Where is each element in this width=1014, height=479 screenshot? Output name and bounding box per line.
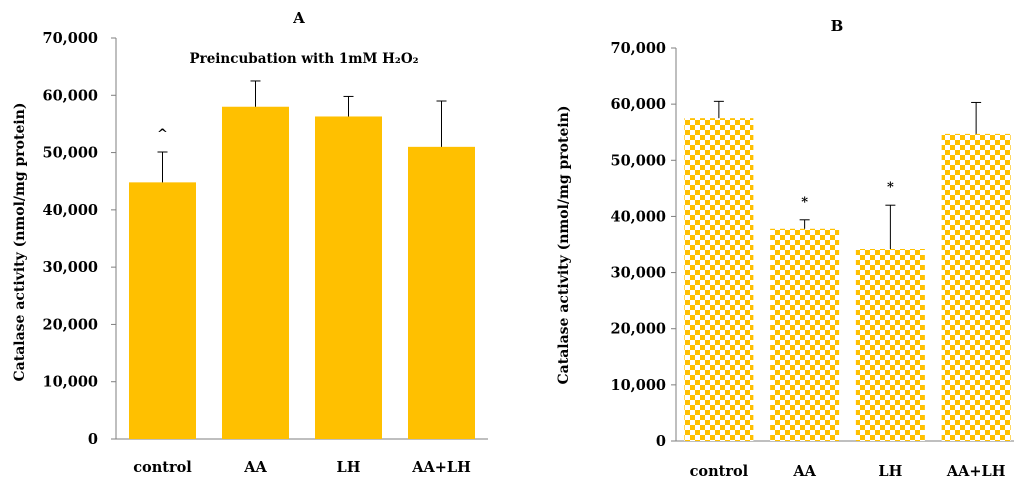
panel-b-y-axis-title: Catalase activity (nmol/mg protein) [556, 106, 572, 385]
panel-a-y-tick-label: 20,000 [43, 316, 99, 333]
panel-a-category-label: AA+LH [411, 459, 471, 476]
panel-a-y-tick-label: 0 [88, 431, 98, 448]
panel-b-significance-mark: * [887, 180, 894, 195]
panel-a-axes: 0 10,000 20,000 30,000 40,000 50,000 60,000 70,… [43, 30, 488, 476]
panel-a-significance-mark: ^ [157, 127, 168, 142]
panel-a-bar [315, 116, 382, 439]
panel-a-category-label: AA [243, 459, 267, 476]
chart-panel-b: B Catalase activity (nmol/mg protein) 0 1… [556, 17, 1014, 479]
chart-panel-a: A Preincubation with 1mM H₂O₂ Catalase a… [12, 9, 488, 476]
panel-b-y-tick-label: 70,000 [611, 40, 667, 57]
panel-a-bars: ^ [129, 80, 475, 440]
panel-b-y-tick-label: 60,000 [611, 96, 667, 113]
panel-a-y-tick-label: 70,000 [43, 30, 99, 47]
panel-a-bar [129, 182, 196, 440]
panel-b-y-tick-label: 10,000 [611, 377, 667, 394]
panel-b-y-tick-label: 30,000 [611, 265, 667, 282]
panel-a-y-tick-label: 10,000 [43, 374, 99, 391]
panel-b-title: B [831, 17, 844, 35]
panel-b-category-label: control [690, 463, 749, 479]
panel-a-bar [408, 146, 475, 440]
panel-b-category-label: AA [792, 463, 816, 479]
panel-a-title: A [292, 9, 305, 27]
panel-b-category-label: LH [878, 463, 902, 479]
panel-b-y-tick-label: 0 [656, 433, 666, 450]
panel-a-bar [222, 106, 289, 439]
panel-a-y-tick-label: 30,000 [43, 259, 99, 276]
panel-a-y-tick-label: 50,000 [43, 145, 99, 162]
panel-b-bars: ** [684, 100, 1011, 442]
panel-b-bar [684, 118, 754, 441]
panel-b-bar [855, 248, 925, 441]
panel-b-y-tick-label: 50,000 [611, 152, 667, 169]
panel-b-y-tick-label: 20,000 [611, 321, 667, 338]
panel-a-y-tick-label: 40,000 [43, 202, 99, 219]
panel-a-category-label: control [133, 459, 192, 476]
panel-b-significance-mark: * [801, 195, 808, 210]
panel-b-y-tick-label: 40,000 [611, 208, 667, 225]
panel-a-category-label: LH [337, 459, 361, 476]
panel-b-bar [941, 133, 1011, 442]
panel-a-y-tick-label: 60,000 [43, 87, 99, 104]
panel-a-subtitle: Preincubation with 1mM H₂O₂ [189, 51, 418, 67]
panel-b-category-label: AA+LH [946, 463, 1006, 479]
panel-a-y-axis-title: Catalase activity (nmol/mg protein) [12, 103, 28, 382]
panel-b-bar [770, 228, 840, 441]
